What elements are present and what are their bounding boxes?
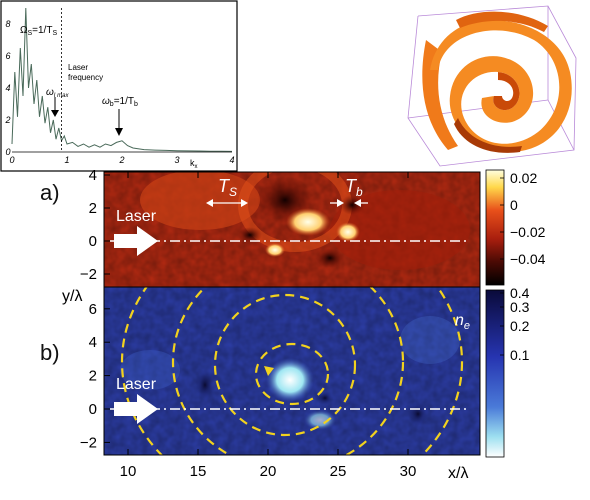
panel-a-colorbar-tick-label: 0 — [510, 197, 518, 213]
panel-b-y-tick-label: 0 — [89, 401, 97, 418]
inset-y-tick-label: 4 — [5, 83, 10, 93]
orange-spiral-surface — [422, 11, 572, 153]
x-axis-label: x/λ — [448, 465, 468, 482]
panel-a-colorbar — [485, 169, 505, 286]
panel-b-y-tick-label: 2 — [89, 368, 97, 385]
panel-b-contours — [120, 287, 464, 455]
panel-a-laser-label: Laser — [116, 208, 157, 225]
panel-b-laser-label: Laser — [116, 376, 157, 393]
panel-a-label: a) — [40, 180, 60, 205]
x-tick-label: 10 — [120, 463, 137, 480]
annotation-ts: TS — [218, 176, 237, 199]
panel-a-y-tick-label: 2 — [89, 200, 97, 217]
inset-arrowhead-omega-b — [115, 128, 123, 136]
panel-b-label: b) — [40, 340, 60, 365]
inset-x-tick-label: 3 — [174, 155, 179, 165]
panel-b-y-tick-label: −2 — [80, 434, 97, 451]
panel-b-colorbar-tick-label: 0.4 — [510, 285, 530, 301]
panel-b-field-label: ne — [455, 312, 470, 332]
inset-label-omega-max: ωI max — [46, 87, 69, 99]
panel-b-field — [104, 287, 480, 455]
inset-x-tick-label: 1 — [64, 155, 69, 165]
inset-y-tick-label: 6 — [5, 51, 10, 61]
inset-label-omega-s: ΩS=1/TS — [20, 25, 57, 37]
panel-a-colorbar-tick-label: −0.02 — [510, 224, 546, 240]
panel-b-y-tick-label: 6 — [89, 301, 97, 318]
annotation-tb-arrow — [330, 199, 368, 207]
panel-b-colorbar-tick-label: 0.1 — [510, 347, 530, 363]
panel-a-y-tick-label: 4 — [89, 167, 97, 184]
panel-a-colorbar-tick-label: −0.04 — [510, 251, 546, 267]
y-axis-label: y/λ — [62, 288, 82, 305]
x-tick-label: 25 — [330, 463, 347, 480]
x-tick-label: 20 — [260, 463, 277, 480]
inset-frame — [0, 0, 238, 172]
panel-a-y-tick-label: −2 — [80, 266, 97, 283]
inset-arrowhead-omega-max — [51, 110, 59, 117]
inset-y-tick-label: 0 — [5, 147, 10, 157]
inset-x-tick-label: 0 — [9, 155, 14, 165]
panel-b-y-tick-label: 4 — [89, 334, 97, 351]
panel-b-colorbar-tick-label: 0.2 — [510, 318, 530, 334]
panel-b-colorbar — [485, 289, 505, 458]
inset-spectrum-chart: 8 6 4 2 0 0 1 2 3 4 ΩS=1/TS Laser frequency ωI m… — [0, 0, 238, 172]
inset-spectrum-line — [11, 7, 233, 152]
panel-a-field — [104, 172, 480, 287]
panel-b-colorbar-tick-label: 0.3 — [510, 299, 530, 315]
annotation-tb: Tb — [345, 176, 363, 199]
inset-label-laser-line2: frequency — [68, 73, 103, 82]
inset-x-axis-label: kx — [190, 158, 198, 170]
panel-b-laser-arrow — [114, 394, 158, 424]
panel-a-colorbar-tick-label: 0.02 — [510, 170, 537, 186]
x-tick-label: 15 — [190, 463, 207, 480]
x-tick-label: 30 — [400, 463, 417, 480]
inset-y-tick-label: 2 — [4, 115, 10, 125]
panel-a-y-tick-label: 0 — [89, 233, 97, 250]
inset-label-laser-line1: Laser — [68, 63, 88, 72]
vortex-3d-render — [398, 0, 584, 172]
annotation-ts-arrow — [206, 199, 248, 207]
inset-y-tick-label: 8 — [5, 19, 10, 29]
inset-x-tick-label: 4 — [229, 155, 234, 165]
panel-b-frame — [103, 286, 481, 456]
inset-x-tick-label: 2 — [118, 155, 124, 165]
inset-label-omega-b: ωb=1/Tb — [102, 96, 138, 108]
panel-a-laser-arrow — [114, 226, 158, 256]
